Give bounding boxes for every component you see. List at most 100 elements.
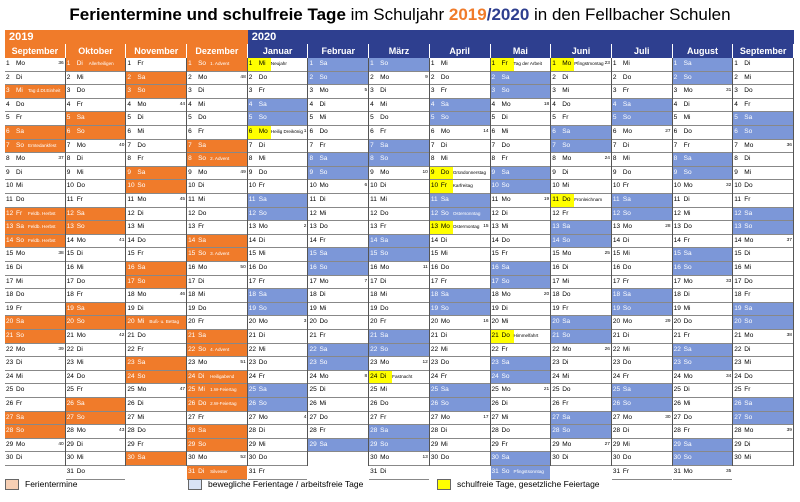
- day-cell: 28 Do: [490, 425, 551, 439]
- day-cell: 8 Mo 37: [5, 153, 65, 167]
- day-cell: 8 So: [369, 153, 429, 167]
- day-cell: 8 So 2. Advent: [187, 153, 247, 167]
- day-cell: 28 Di: [611, 425, 672, 439]
- day-cell: 5 Sa: [733, 112, 793, 126]
- day-cell: 16 Mi: [733, 262, 793, 276]
- day-cell: 6 So: [65, 126, 126, 140]
- day-cell: 13 Mi: [490, 221, 551, 235]
- month-column-12: 1 Di 2 Mi 3 Do 4 Fr 5 Sa 6 So 7 Mo 36 8 Di 9 Mi 10 Do 11 Fr 12 S…: [733, 58, 794, 466]
- month-header-4: Januar: [247, 44, 309, 58]
- day-cell: 10 Mo 6: [308, 180, 369, 194]
- day-cell: 19 Di: [490, 303, 551, 317]
- day-cell: 1 Mo Pfingstmontag 23: [551, 58, 611, 72]
- title-prefix: Ferientermine und schulfreie Tage: [69, 5, 346, 24]
- day-cell: 3 Mi: [551, 85, 611, 99]
- day-cell: 2 So: [308, 71, 369, 86]
- day-cell: 25 Sa: [429, 384, 490, 398]
- day-cell: 24 Do: [65, 371, 126, 385]
- day-cell: 6 Fr: [187, 126, 247, 140]
- day-cell: 20 Mo 16: [429, 316, 490, 330]
- day-cell: 28 Mo 39: [733, 425, 793, 439]
- day-cell: 27 Sa: [5, 411, 65, 426]
- month-column-2: 1 Fr 2 Sa 3 So 4 Mo 44 5 Di 6 Mi 7 Do 8 Fr 9 Sa 10 So 11 Mo 45 1…: [126, 58, 188, 466]
- day-cell: 18 Sa: [247, 289, 308, 303]
- day-cell: 12 Di: [126, 208, 187, 222]
- day-cell: 24 So: [490, 370, 551, 385]
- day-cell: 26 Sa: [733, 398, 793, 412]
- day-cell: 14 Fr: [308, 235, 369, 249]
- day-cell: 18 Do: [5, 289, 65, 303]
- day-cell: 9 So: [672, 166, 733, 181]
- day-cell: 8 Sa: [672, 153, 733, 167]
- day-cell: 19 So: [611, 302, 672, 317]
- day-cell: 30 Mo 13: [369, 452, 429, 466]
- day-cell: 18 Di: [672, 289, 733, 303]
- month-header-7: April: [429, 44, 491, 58]
- day-cell: 13 So: [65, 221, 126, 235]
- month-header-0: September: [5, 44, 66, 58]
- day-cell: 16 Sa: [490, 262, 551, 276]
- day-cell: 26 Fr: [5, 398, 65, 412]
- day-cell: 29 Mi: [611, 439, 672, 453]
- day-cell: 16 Mo 50: [187, 262, 247, 276]
- day-cell: 26 Fr: [551, 398, 611, 412]
- day-cell: 2 So: [672, 71, 733, 86]
- day-cell: 25 Fr: [733, 384, 793, 398]
- day-cell: 2 Di: [551, 72, 611, 86]
- day-cell: 14 Sa: [187, 234, 247, 249]
- day-cell: 24 Mi: [551, 371, 611, 385]
- day-cell: 11 Sa: [611, 194, 672, 208]
- day-cell: 14 Di: [429, 235, 490, 249]
- day-cell: 29 Mo 40: [5, 439, 65, 453]
- day-cell: 25 Mo 47: [126, 384, 187, 398]
- day-cell: 22 Di: [65, 344, 126, 358]
- day-cell: 17 So: [490, 275, 551, 290]
- day-cell: 12 So: [611, 207, 672, 222]
- day-cell: 6 Sa: [551, 126, 611, 140]
- day-cell: 30 So: [672, 452, 733, 466]
- day-cell: 15 Di: [65, 248, 126, 262]
- day-cell: 21 Fr: [672, 330, 733, 344]
- title-year-2: 2020: [491, 5, 530, 24]
- day-cell: 7 Sa: [369, 139, 429, 154]
- day-cell: 3 So: [126, 85, 187, 99]
- day-cell: 13 Fr: [187, 221, 247, 235]
- day-cell: 18 Mi: [369, 289, 429, 303]
- day-cell: 10 Fr: [611, 180, 672, 194]
- day-cell: 16 Do: [611, 262, 672, 276]
- day-cell: 28 Sa: [369, 425, 429, 439]
- day-cell: 23 Mo 12: [369, 357, 429, 371]
- day-cell: 8 Di: [733, 153, 793, 167]
- day-cell: 1 Fr Tag der Arbeit: [490, 58, 551, 72]
- day-cell: 10 Di: [369, 180, 429, 194]
- day-cell: 1 Di Allerheiligen: [65, 58, 126, 72]
- day-cell: 20 So: [733, 316, 793, 330]
- day-cell: 24 Mo 34: [672, 371, 733, 385]
- year-bar: 2019 2020: [5, 30, 794, 44]
- title-suffix: in den Fellbacher Schulen: [529, 5, 731, 24]
- day-cell: 26 Do 2.W-Feiertag: [187, 398, 247, 412]
- day-cell: 28 So: [5, 425, 65, 439]
- day-cell: 27 Sa: [551, 411, 611, 426]
- day-cell: 5 Do: [369, 112, 429, 126]
- day-cell: 11 Do: [5, 194, 65, 208]
- day-cell: 20 Fr: [187, 316, 247, 330]
- legend-swatch-ferientermine: [5, 479, 19, 491]
- day-cell: 27 Fr: [187, 412, 247, 426]
- day-cell: 7 Mo 36: [733, 140, 793, 154]
- day-cell: 9 Sa: [490, 166, 551, 181]
- day-cell: 23 Di: [5, 357, 65, 371]
- day-cell: 16 Sa: [126, 262, 187, 276]
- day-cell: 19 Fr: [5, 303, 65, 317]
- day-cell: 15 So: [369, 248, 429, 262]
- legend-item-schulfrei: schulfreie Tage, gesetzliche Feiertage: [437, 476, 600, 492]
- day-cell: 17 Di: [187, 276, 247, 290]
- day-cell: 9 Mo 10: [369, 167, 429, 181]
- day-cell: 28 Di: [247, 425, 308, 439]
- day-cell: 7 Fr: [308, 140, 369, 154]
- month-column-4: 1 Mi Neujahr 2 Do 3 Fr 4 Sa 5 So 6 Mo Heilig Dreiköni…: [247, 58, 309, 480]
- day-cell: 13 So: [733, 221, 793, 235]
- day-cell: 5 So: [611, 112, 672, 126]
- day-cell: 22 Mi: [611, 344, 672, 358]
- day-cell: 7 Fr: [672, 140, 733, 154]
